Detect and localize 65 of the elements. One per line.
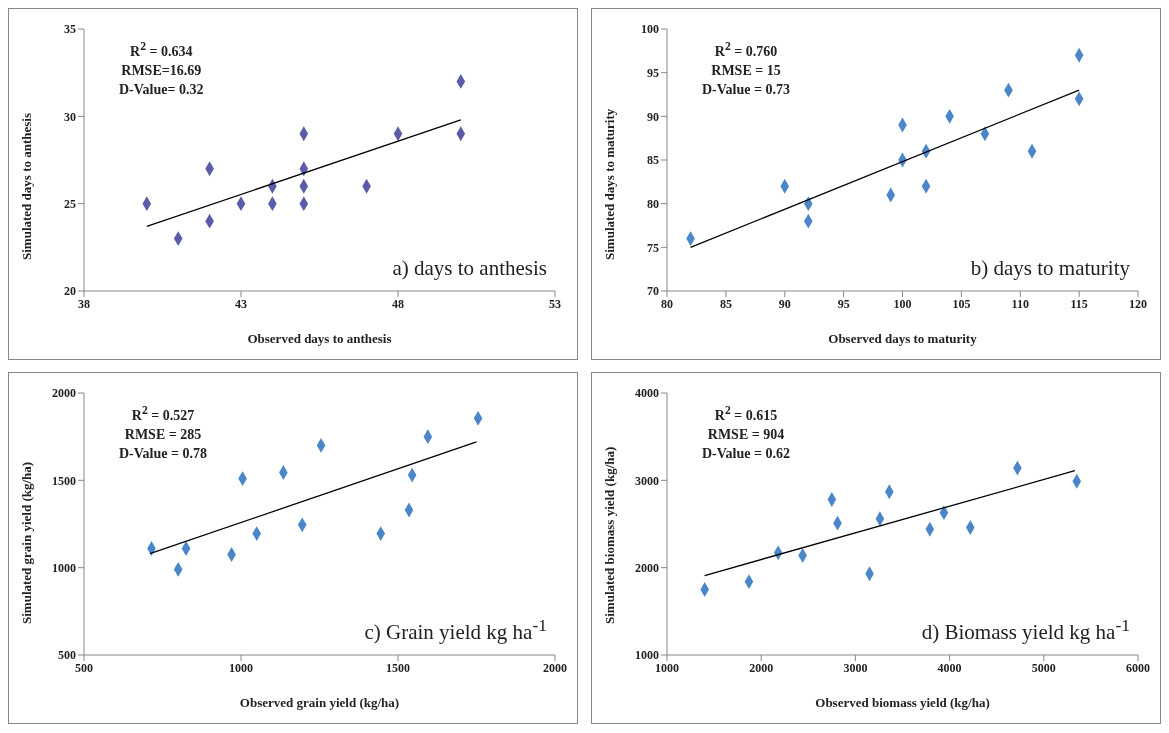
x-tick-label: 105 [952, 296, 971, 311]
y-tick-label: 35 [64, 22, 76, 37]
x-tick-label: 110 [1011, 296, 1029, 311]
y-tick-label: 4000 [635, 386, 659, 401]
annotation: RMSE = 285 [123, 425, 203, 444]
x-tick-label: 85 [719, 296, 732, 311]
x-tick-label: 48 [392, 296, 404, 311]
annotation: RMSE = 904 [706, 425, 786, 444]
annotation: RMSE = 15 [710, 61, 782, 80]
x-tick-label: 2000 [543, 660, 567, 675]
annotation: D-Value = 0.78 [119, 444, 207, 463]
annotation: RMSE=16.69 [120, 61, 203, 80]
annotation: R$^{2}$ = 0.760 [713, 39, 779, 61]
x-axis-title: Observed days to anthesis [247, 331, 392, 346]
y-tick-label: 30 [64, 109, 76, 124]
y-tick-label: 20 [64, 284, 76, 299]
text: a) days to anthesis [392, 256, 547, 281]
x-tick-label: 4000 [937, 660, 962, 675]
x-tick-label: 3000 [843, 660, 868, 675]
y-tick-label: 2000 [52, 386, 76, 401]
y-tick-label: 95 [647, 65, 659, 80]
annotation: D-Value = 0.62 [702, 444, 790, 463]
y-axis-title: Simulated days to maturity [601, 108, 617, 260]
y-tick-label: 75 [647, 240, 659, 255]
x-tick-label: 115 [1070, 296, 1088, 311]
text: c) Grain yield kg ha$^{-1}$ [364, 615, 547, 645]
y-tick-label: 25 [64, 196, 76, 211]
annotation: R$^{2}$ = 0.615 [713, 403, 779, 425]
text: b) days to maturity [970, 256, 1130, 281]
annotation: D-Value = 0.73 [702, 80, 790, 99]
x-tick-label: 1000 [229, 660, 253, 675]
annotation: R$^{2}$ = 0.527 [130, 403, 196, 425]
y-tick-label: 3000 [635, 473, 659, 488]
x-tick-label: 500 [75, 660, 93, 675]
x-tick-label: 2000 [749, 660, 774, 675]
y-tick-label: 100 [641, 22, 659, 37]
x-tick-label: 53 [549, 296, 561, 311]
x-axis-title: Observed days to maturity [828, 331, 978, 346]
x-tick-label: 80 [661, 296, 673, 311]
x-tick-label: 6000 [1126, 660, 1150, 675]
y-tick-label: 500 [58, 648, 76, 663]
y-tick-label: 90 [647, 109, 659, 124]
x-tick-label: 38 [78, 296, 90, 311]
x-tick-label: 120 [1129, 296, 1147, 311]
y-axis-title: Simulated days to anthesis [18, 113, 34, 260]
y-axis-title: Simulated biomass yield (kg/ha) [601, 446, 617, 624]
y-tick-label: 70 [647, 284, 659, 299]
x-tick-label: 5000 [1031, 660, 1056, 675]
y-tick-label: 2000 [635, 560, 659, 575]
x-tick-label: 1500 [386, 660, 410, 675]
y-tick-label: 1500 [52, 473, 76, 488]
x-tick-label: 95 [837, 296, 850, 311]
x-tick-label: 43 [235, 296, 247, 311]
x-tick-label: 100 [893, 296, 912, 311]
annotation: R$^{2}$ = 0.634 [129, 39, 194, 61]
x-axis-title: Observed grain yield (kg/ha) [239, 695, 400, 710]
y-tick-label: 1000 [52, 560, 76, 575]
y-tick-label: 85 [647, 153, 659, 168]
annotation: D-Value= 0.32 [119, 80, 204, 99]
y-tick-label: 80 [647, 196, 659, 211]
text: d) Biomass yield kg ha$^{-1}$ [921, 615, 1130, 645]
x-tick-label: 90 [778, 296, 791, 311]
x-axis-title: Observed biomass yield (kg/ha) [815, 695, 990, 710]
y-tick-label: 1000 [635, 648, 659, 663]
y-axis-title: Simulated grain yield (kg/ha) [18, 461, 34, 624]
